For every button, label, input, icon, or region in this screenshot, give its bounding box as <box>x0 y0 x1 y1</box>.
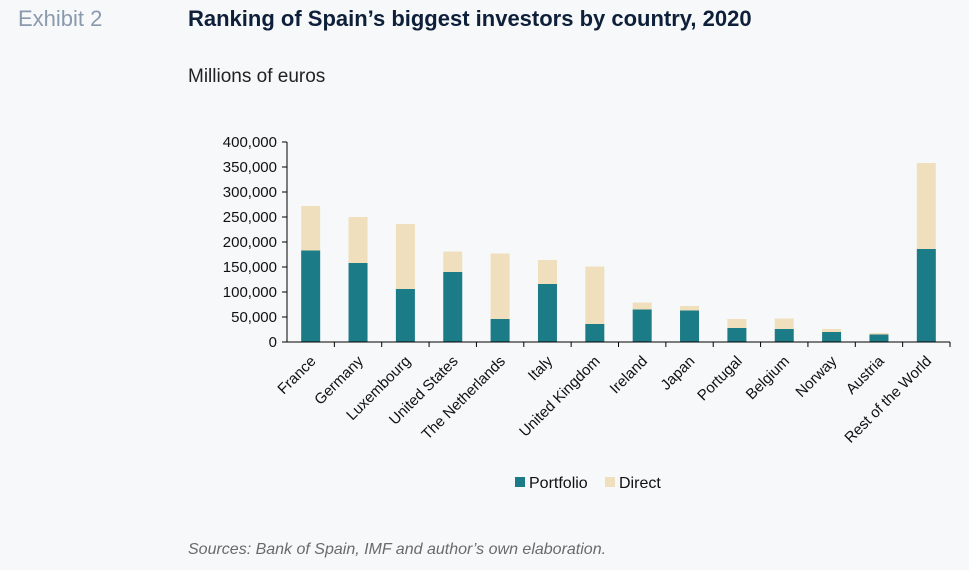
bar-portfolio <box>916 249 936 342</box>
bar-portfolio <box>490 319 510 342</box>
bar-portfolio <box>537 284 557 342</box>
bar-direct <box>395 224 415 289</box>
bar-direct <box>774 318 794 329</box>
bar-portfolio <box>822 332 842 342</box>
y-tick-label: 300,000 <box>223 184 277 201</box>
legend: Portfolio Direct <box>515 475 661 492</box>
bar-direct <box>727 319 747 328</box>
x-category-label: Norway <box>792 352 840 400</box>
bar-direct <box>301 206 321 251</box>
y-axis: 400,000 350,000 300,000 250,000 200,000 150,0… <box>223 134 288 351</box>
x-category-label: France <box>274 353 319 398</box>
x-category-label: Rest of the World <box>841 353 935 447</box>
bar-direct <box>632 302 652 310</box>
legend-label-portfolio: Portfolio <box>529 475 588 492</box>
y-tick-label: 250,000 <box>223 209 277 226</box>
bar-direct <box>537 260 557 284</box>
bar-portfolio <box>774 329 794 342</box>
bar-portfolio <box>395 289 415 342</box>
bar-direct <box>585 266 605 324</box>
bar-portfolio <box>585 324 605 342</box>
y-tick-label: 400,000 <box>223 134 277 151</box>
legend-label-direct: Direct <box>619 475 661 492</box>
bar-direct <box>869 333 889 335</box>
chart-subtitle: Millions of euros <box>188 66 326 87</box>
x-category-label: United Kingdom <box>516 353 603 440</box>
y-tick-label: 0 <box>269 334 277 351</box>
bar-portfolio <box>348 263 368 342</box>
x-category-label: Belgium <box>743 353 793 403</box>
exhibit-label: Exhibit 2 <box>18 6 103 31</box>
y-tick-label: 350,000 <box>223 159 277 176</box>
bar-portfolio <box>680 310 700 342</box>
bar-direct <box>443 251 463 272</box>
x-category-label: The Netherlands <box>418 353 508 443</box>
bar-portfolio <box>869 334 889 342</box>
x-category-label: Japan <box>657 353 698 394</box>
bar-direct <box>348 217 368 263</box>
x-category-label: Ireland <box>607 353 651 397</box>
legend-swatch-portfolio <box>515 477 525 487</box>
y-tick-label: 150,000 <box>223 259 277 276</box>
y-tick-label: 200,000 <box>223 234 277 251</box>
x-category-label: Italy <box>525 352 557 384</box>
bar-portfolio <box>301 250 321 342</box>
y-tick-label: 100,000 <box>223 284 277 301</box>
bar-portfolio <box>443 272 463 342</box>
source-note: Sources: Bank of Spain, IMF and author’s… <box>188 541 607 558</box>
bar-direct <box>916 163 936 249</box>
bar-group <box>301 163 936 342</box>
bar-portfolio <box>727 328 747 342</box>
x-category-label: Austria <box>843 352 888 397</box>
bar-direct <box>490 253 510 319</box>
bar-portfolio <box>632 309 652 342</box>
chart-title: Ranking of Spain’s biggest investors by … <box>188 6 752 31</box>
x-category-label: Portugal <box>694 353 746 405</box>
bar-direct <box>680 306 700 311</box>
y-tick-label: 50,000 <box>231 309 277 326</box>
legend-swatch-direct <box>605 477 615 487</box>
bar-direct <box>822 329 842 332</box>
